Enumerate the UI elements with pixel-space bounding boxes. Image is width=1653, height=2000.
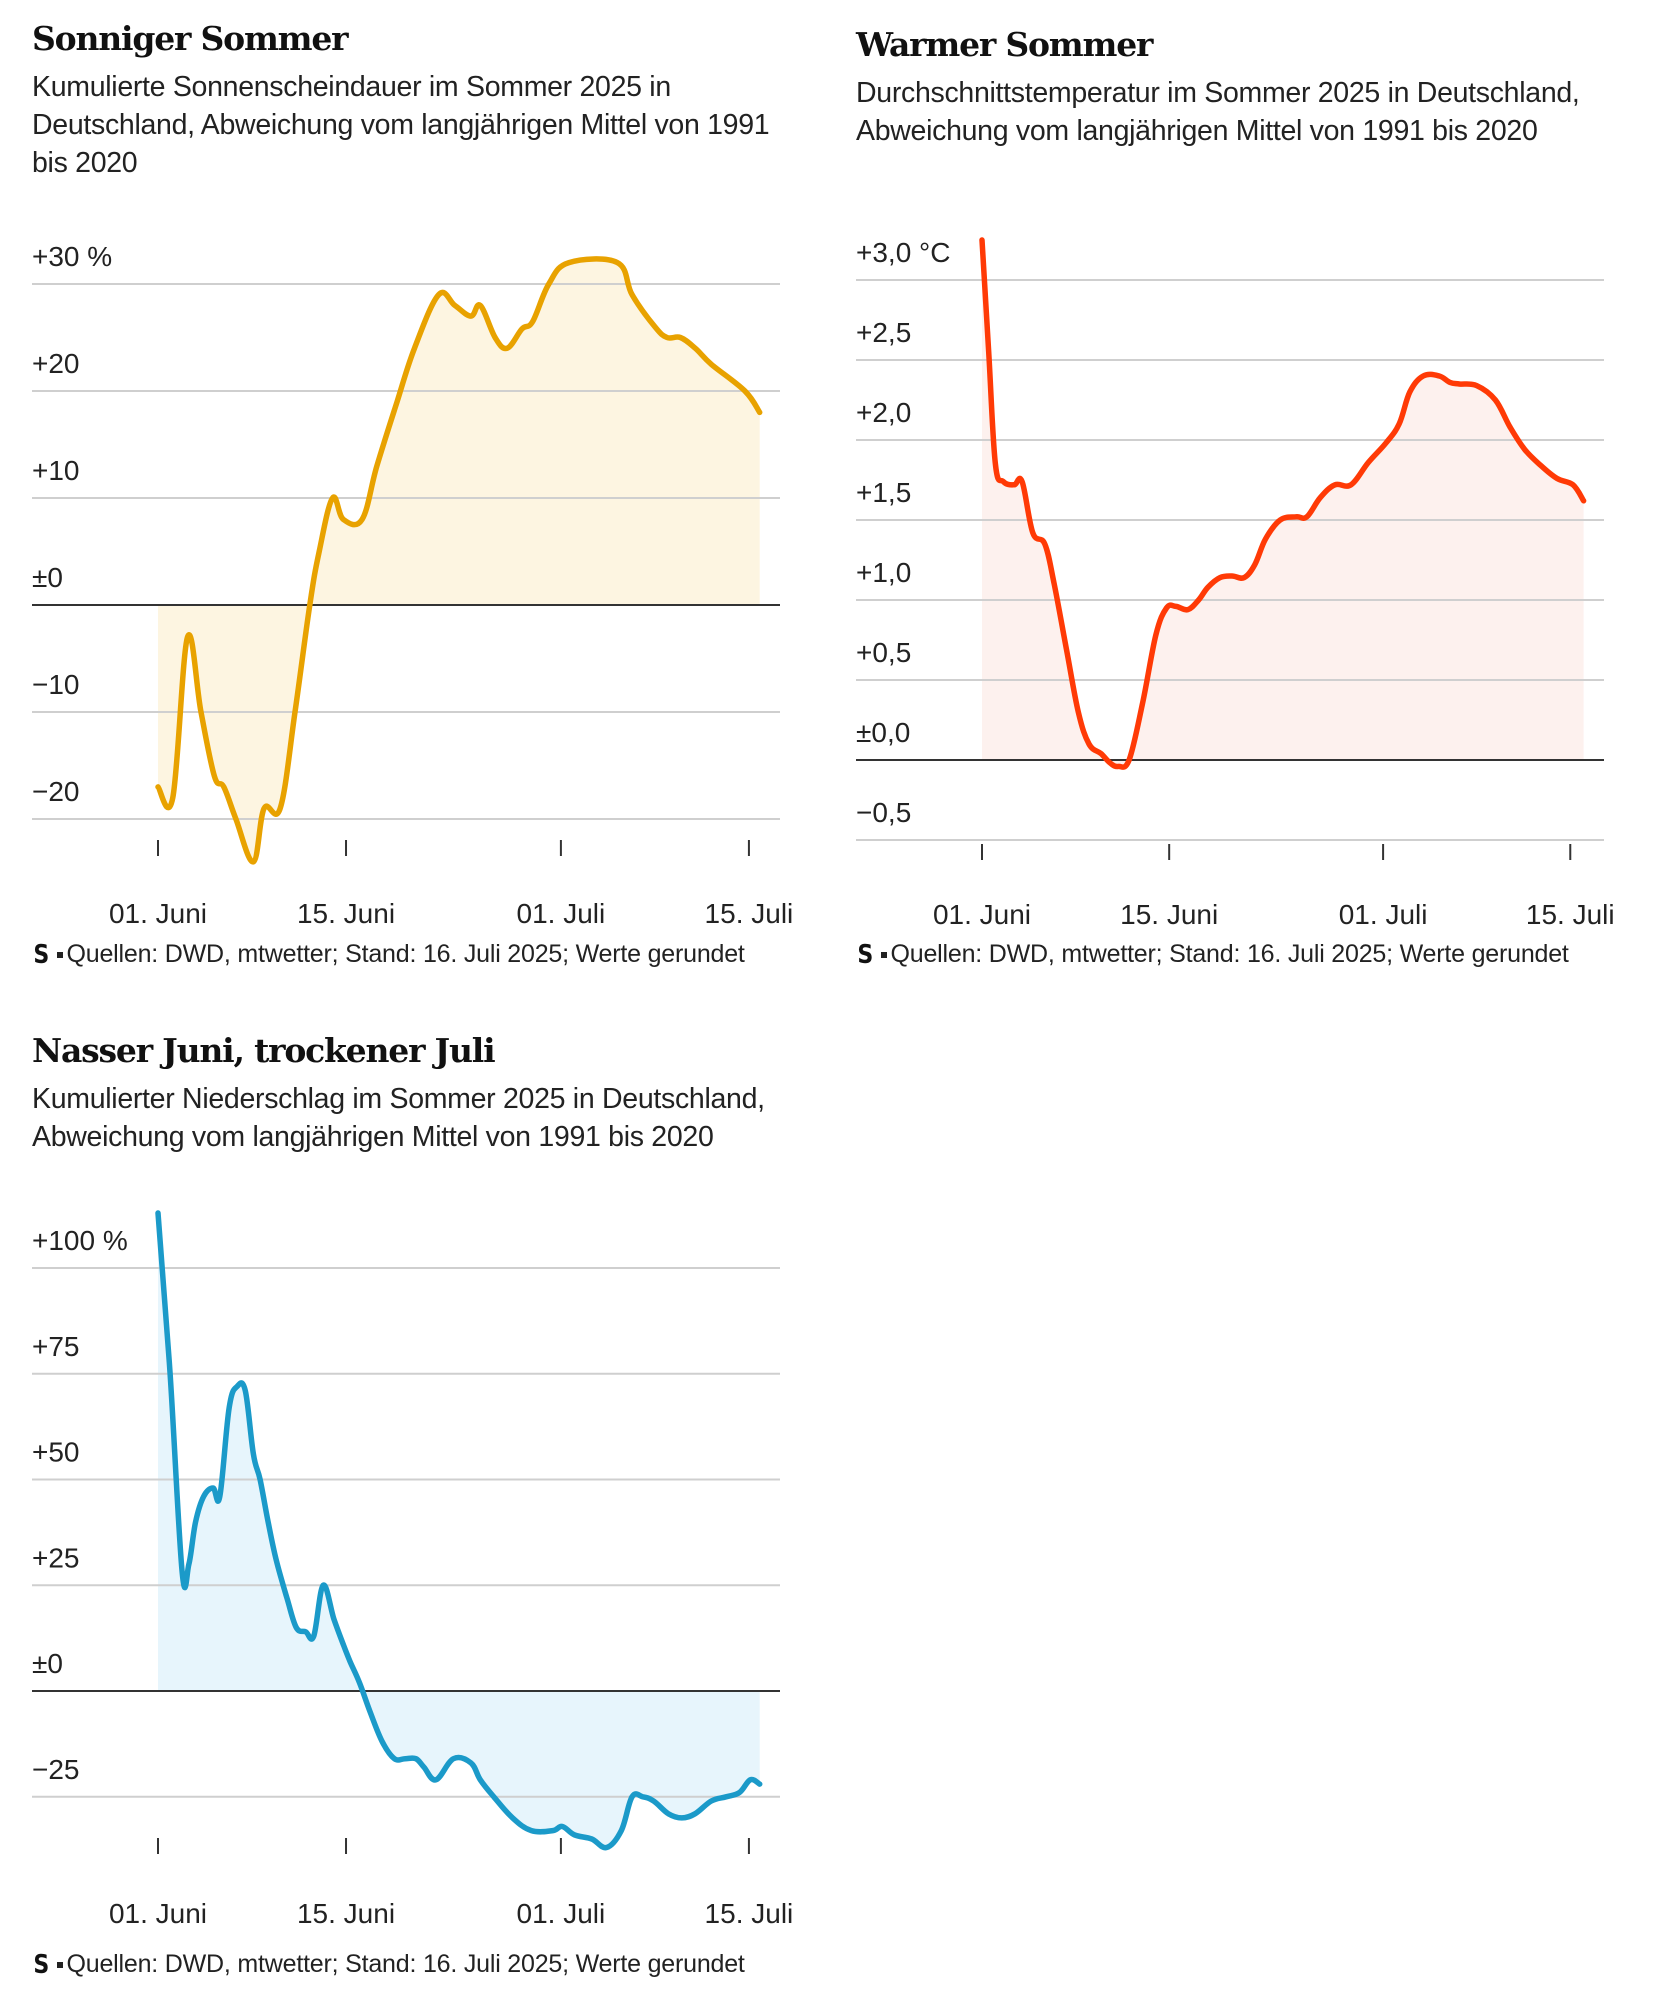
x-tick-label: 01. Juli [1339,899,1428,930]
chart-subtitle: Durchschnittstemperatur im Sommer 2025 i… [856,77,1580,147]
y-tick-label: +0,5 [856,637,911,668]
x-tick-label: 01. Juli [517,1898,606,1929]
series-line [155,1210,763,1851]
area-fill [158,1213,760,1848]
y-tick-label: −25 [32,1754,80,1785]
separator-dot-icon [56,951,63,958]
precipitation-chart: +100 % +75 +50 +25 ±0 −25 01. Juni 15. Juni 01. … [32,1210,793,1929]
y-tick-label: −0,5 [856,797,911,828]
y-tick-label: +25 [32,1542,80,1573]
chart-subtitle: Kumulierter Niederschlag im Sommer 2025 … [32,1083,765,1153]
y-tick-label: −10 [32,669,80,700]
sunshine-chart: +30 % +20 +10 ±0 −10 −20 01. Juni 15. Juni 01. J… [32,241,793,929]
x-tick-label: 15. Juni [1120,899,1218,930]
chart-title: Sonniger Sommer [32,19,349,58]
y-tick-label: ±0,0 [856,717,910,748]
x-tick-label: 01. Juni [109,898,207,929]
separator-dot-icon [880,951,887,958]
chart-subtitle: Kumulierte Sonnenscheindauer im Sommer 2… [32,71,770,179]
y-tick-label: +10 [32,455,80,486]
x-tick-label: 15. Juni [297,898,395,929]
area-fill [982,240,1584,768]
y-tick-label: +20 [32,348,80,379]
source-note: S Quellen: DWD, mtwetter; Stand: 16. Juli… [32,1949,745,1980]
series-line [979,237,1587,770]
series-line [155,256,763,865]
source-note: S Quellen: DWD, mtwetter; Stand: 16. Juli… [32,939,745,970]
area-fill [158,258,760,862]
source-text: Quellen: DWD, mtwetter; Stand: 16. Juli … [66,1950,745,1978]
spiegel-s-logo-icon: S [33,939,50,970]
spiegel-s-logo-icon: S [857,939,874,970]
x-tick-label: 15. Juli [705,898,794,929]
temperature-chart: +3,0 °C +2,5 +2,0 +1,5 +1,0 +0,5 ±0,0 −0,5 01. J… [856,237,1615,930]
chart-title: Warmer Sommer [856,25,1153,64]
x-tick-label: 01. Juni [933,899,1031,930]
spiegel-s-logo-icon: S [33,1949,50,1980]
y-tick-label: +2,0 [856,397,911,428]
y-tick-label: +75 [32,1331,80,1362]
x-tick-label: 01. Juli [517,898,606,929]
source-text: Quellen: DWD, mtwetter; Stand: 16. Juli … [66,940,745,968]
source-text: Quellen: DWD, mtwetter; Stand: 16. Juli … [890,940,1569,968]
separator-dot-icon [56,1961,63,1968]
y-tick-label: +2,5 [856,317,911,348]
y-tick-label: +3,0 °C [856,237,950,268]
y-tick-label: +1,0 [856,557,911,588]
x-tick-label: 01. Juni [109,1898,207,1929]
chart-panel-temperature: Warmer Sommer Durchschnittstemperatur im… [856,24,1653,968]
y-tick-label: +50 [32,1437,80,1468]
source-note: S Quellen: DWD, mtwetter; Stand: 16. Juli… [856,939,1569,970]
chart-panel-precipitation: Nasser Juni, trockener Juli Kumulierter … [32,1030,832,1978]
y-tick-label: +30 % [32,241,112,272]
y-tick-label: +1,5 [856,477,911,508]
chart-title: Nasser Juni, trockener Juli [32,1031,496,1070]
x-tick-label: 15. Juli [705,1898,794,1929]
x-tick-label: 15. Juni [297,1898,395,1929]
y-tick-label: ±0 [32,1648,63,1679]
y-tick-label: +100 % [32,1225,128,1256]
y-tick-label: −20 [32,776,80,807]
chart-panel-sunshine: Sonniger Sommer Kumulierte Sonnenscheind… [32,18,832,968]
x-tick-label: 15. Juli [1526,899,1615,930]
y-tick-label: ±0 [32,562,63,593]
